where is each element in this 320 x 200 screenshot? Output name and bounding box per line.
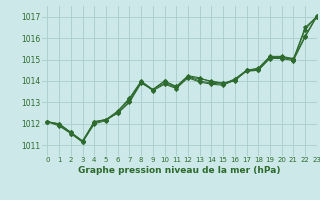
- X-axis label: Graphe pression niveau de la mer (hPa): Graphe pression niveau de la mer (hPa): [78, 166, 280, 175]
